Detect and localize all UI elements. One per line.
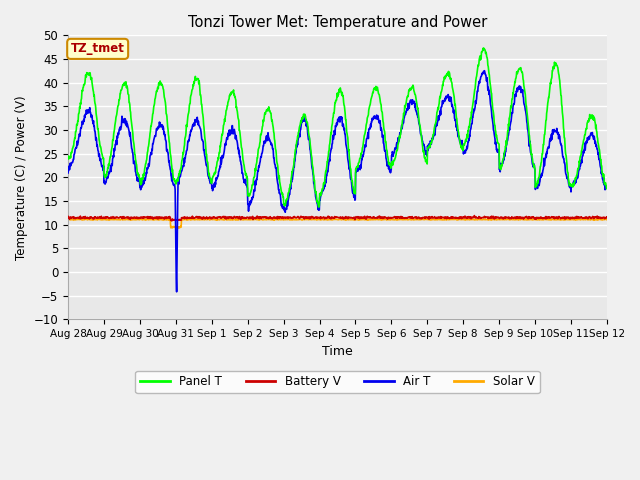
X-axis label: Time: Time [322, 345, 353, 358]
Y-axis label: Temperature (C) / Power (V): Temperature (C) / Power (V) [15, 95, 28, 260]
Battery V [244, 215, 252, 220]
Panel T [603, 185, 611, 191]
Battery V [540, 215, 547, 221]
Air T [603, 185, 611, 191]
Air T [422, 148, 429, 154]
Solar V [492, 216, 500, 222]
Solar V [540, 217, 547, 223]
Air T [64, 170, 72, 176]
Line: Solar V: Solar V [68, 219, 607, 228]
Panel T [492, 133, 500, 139]
Title: Tonzi Tower Met: Temperature and Power: Tonzi Tower Met: Temperature and Power [188, 15, 487, 30]
Air T [481, 68, 488, 73]
Panel T [480, 45, 488, 51]
Battery V [422, 215, 429, 220]
Air T [173, 289, 180, 295]
Battery V [603, 214, 611, 220]
Solar V [64, 216, 72, 222]
Solar V [174, 225, 182, 231]
Air T [244, 208, 252, 214]
Line: Air T: Air T [68, 71, 607, 292]
Panel T [64, 153, 72, 159]
Solar V [244, 217, 252, 223]
Panel T [171, 178, 179, 184]
Solar V [603, 216, 611, 222]
Battery V [64, 214, 72, 219]
Line: Battery V: Battery V [68, 216, 607, 221]
Panel T [184, 113, 192, 119]
Battery V [172, 216, 179, 222]
Battery V [184, 215, 192, 221]
Air T [171, 183, 179, 189]
Battery V [168, 218, 175, 224]
Battery V [470, 213, 478, 218]
Panel T [422, 157, 429, 163]
Solar V [184, 216, 192, 222]
Legend: Panel T, Battery V, Air T, Solar V: Panel T, Battery V, Air T, Solar V [136, 371, 540, 393]
Battery V [492, 215, 500, 221]
Air T [492, 141, 500, 147]
Line: Panel T: Panel T [68, 48, 607, 207]
Panel T [315, 204, 323, 210]
Air T [540, 163, 547, 168]
Solar V [171, 224, 179, 230]
Solar V [602, 216, 609, 222]
Panel T [244, 192, 252, 198]
Panel T [540, 142, 547, 148]
Solar V [422, 216, 429, 222]
Text: TZ_tmet: TZ_tmet [71, 42, 125, 55]
Air T [184, 139, 192, 144]
